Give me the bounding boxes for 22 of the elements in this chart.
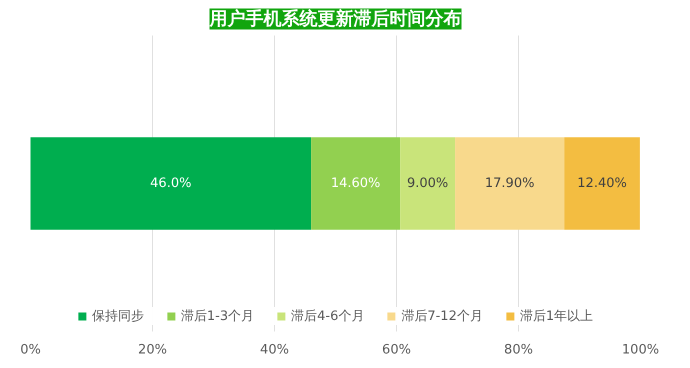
legend-label: 滞后1-3个月 xyxy=(180,308,254,325)
x-tick-label: 100% xyxy=(622,342,660,358)
x-tick-label: 80% xyxy=(504,342,533,358)
x-tick-label: 20% xyxy=(138,342,167,358)
legend-label: 滞后7-12个月 xyxy=(401,308,483,325)
bar xyxy=(400,137,456,230)
bar xyxy=(30,137,312,230)
x-tick-label: 0% xyxy=(20,342,41,358)
legend-label: 滞后1年以上 xyxy=(520,308,594,325)
data-label: 17.90% xyxy=(484,176,534,191)
bar xyxy=(564,137,640,230)
bar xyxy=(311,137,400,230)
data-label: 12.40% xyxy=(577,176,627,191)
x-tick-label: 60% xyxy=(382,342,411,358)
data-label: 9.00% xyxy=(406,176,448,191)
data-label: 14.60% xyxy=(330,176,380,191)
legend-label: 滞后4-6个月 xyxy=(291,308,364,325)
data-label: 46.0% xyxy=(150,176,192,191)
chart-title: 用户手机系统更新滞后时间分布 xyxy=(208,8,462,30)
legend-label: 保持同步 xyxy=(92,308,144,325)
bar xyxy=(455,137,564,230)
x-tick-label: 40% xyxy=(260,342,289,358)
